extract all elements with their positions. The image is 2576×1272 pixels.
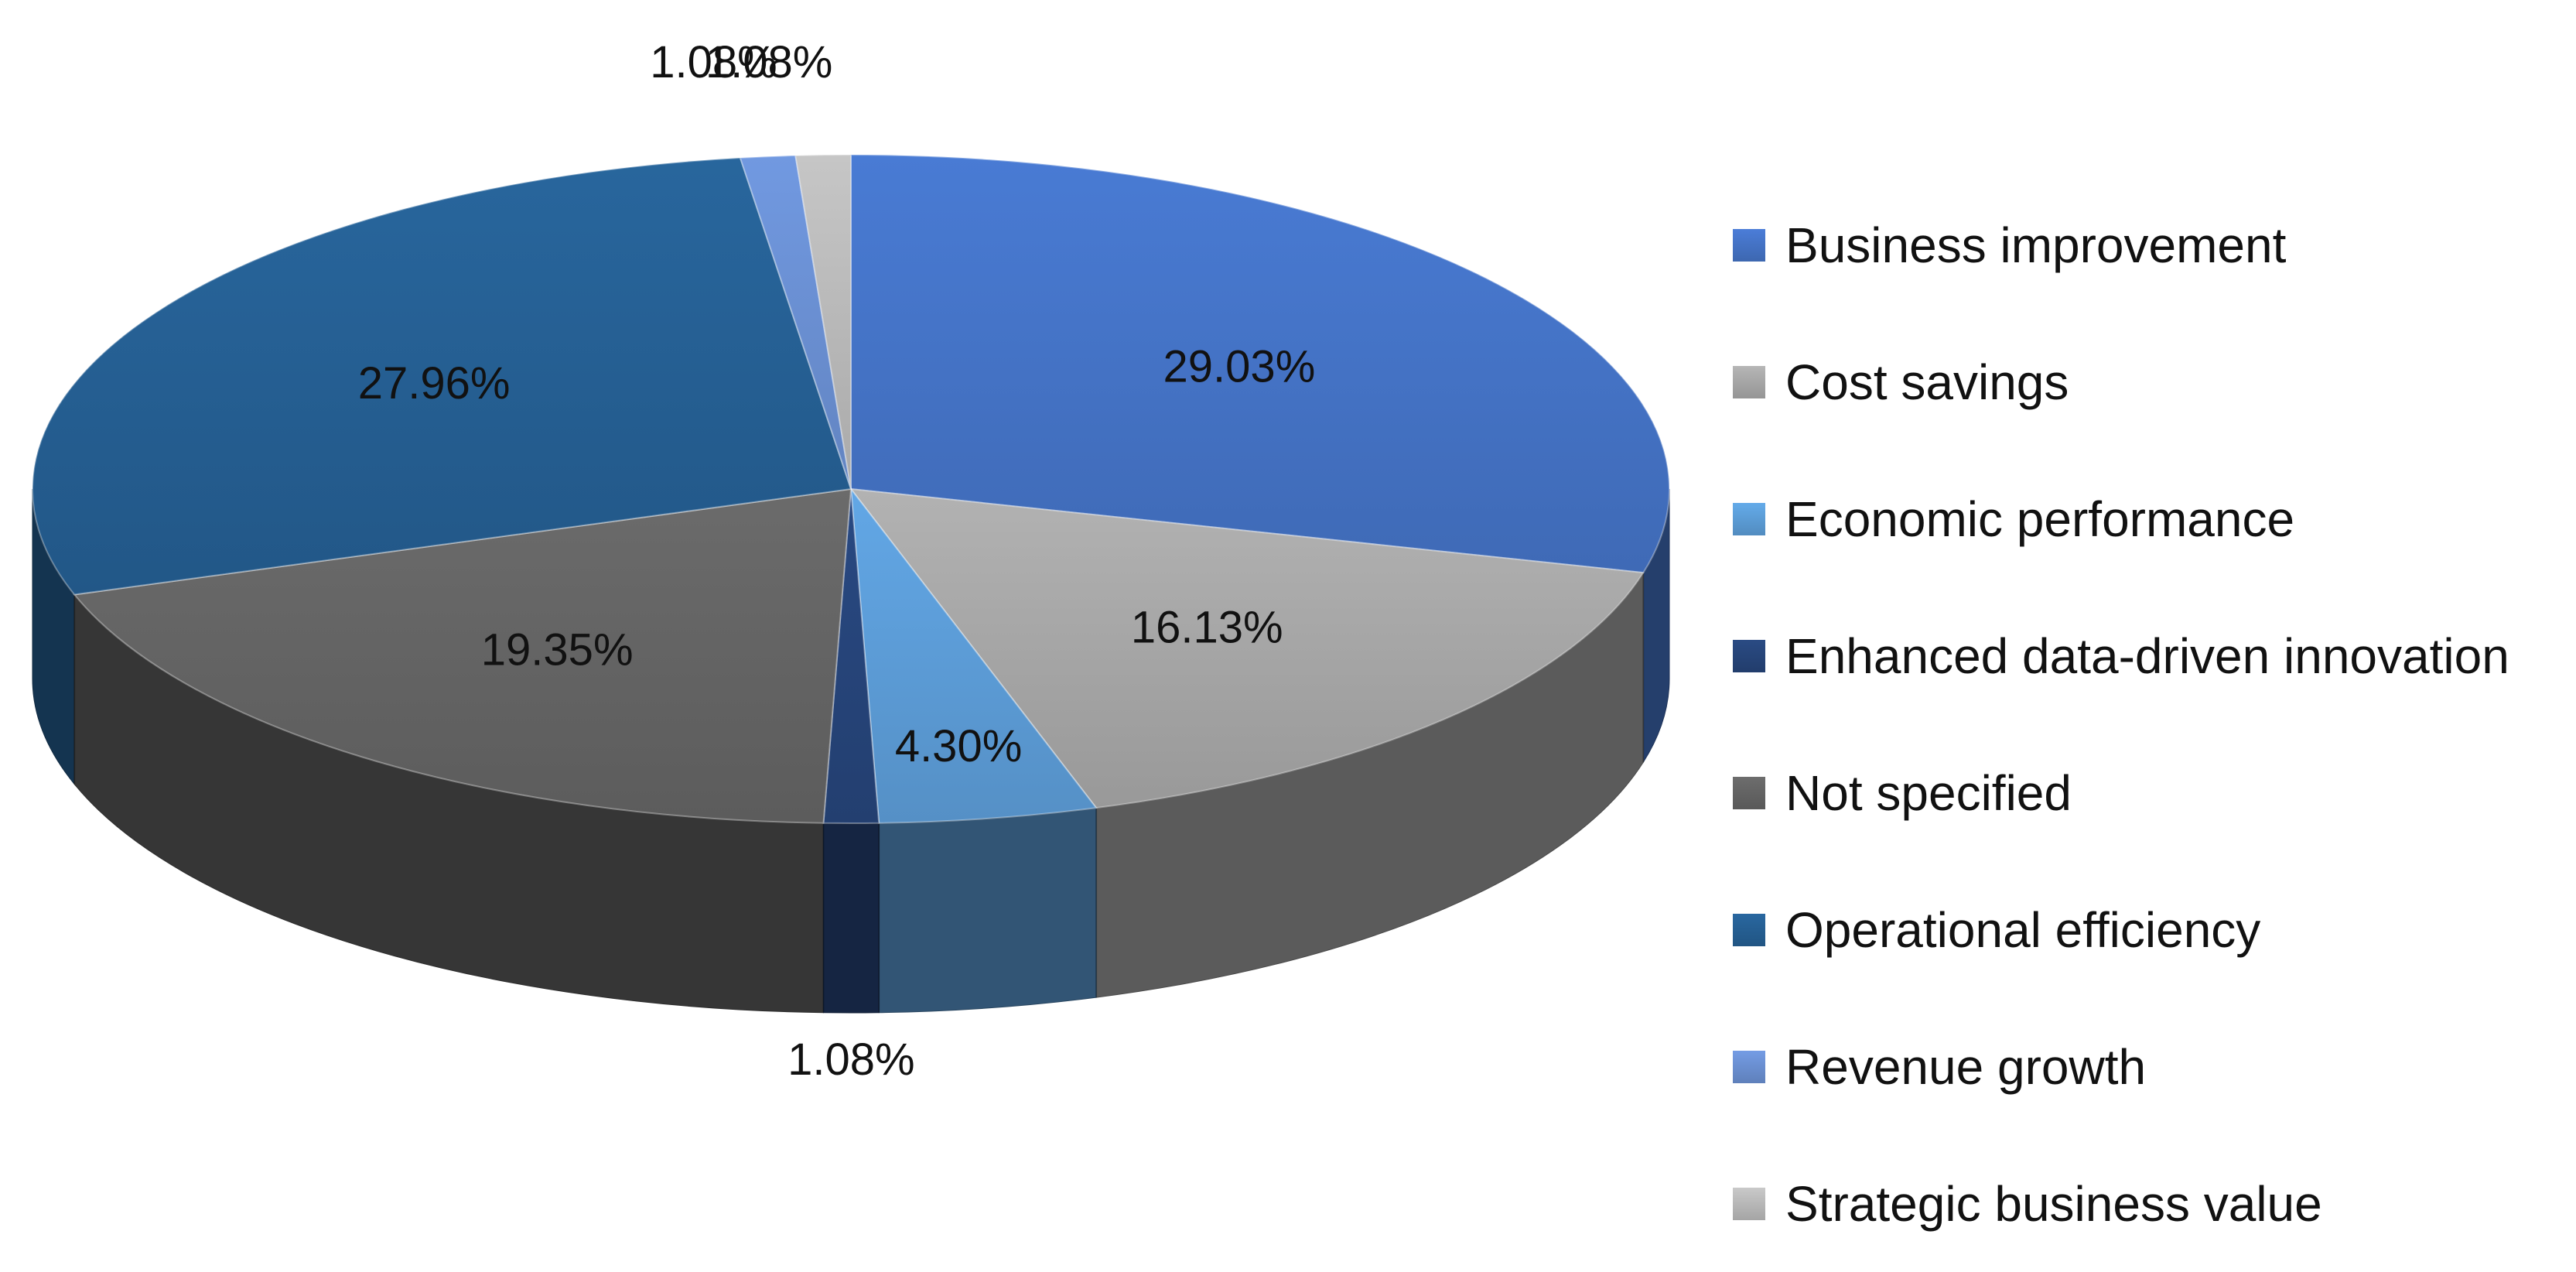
data-label-business-improvement: 29.03% xyxy=(1163,341,1316,392)
legend-swatch xyxy=(1733,1050,1765,1083)
legend-item-not-specified: Not specified xyxy=(1733,724,2509,861)
pie-slice-cost-savings xyxy=(849,487,1645,809)
pie-side-economic-performance xyxy=(878,807,1097,1014)
data-label-cost-savings: 16.13% xyxy=(1131,603,1283,653)
pie-side-enhanced-data-driven-innovation xyxy=(822,822,880,1014)
legend-swatch xyxy=(1733,502,1765,535)
data-label-operational-efficiency: 27.96% xyxy=(358,358,511,409)
legend-swatch xyxy=(1733,1187,1765,1220)
legend-label: Enhanced data-driven innovation xyxy=(1785,627,2509,684)
pie-slice-business-improvement xyxy=(850,153,1670,574)
legend-item-enhanced-data-driven-innovation: Enhanced data-driven innovation xyxy=(1733,587,2509,724)
data-label-economic-performance: 4.30% xyxy=(895,721,1022,771)
chart-legend: Business improvement Cost savings Economic… xyxy=(1733,176,2509,1272)
legend-label: Strategic business value xyxy=(1785,1175,2322,1232)
legend-swatch xyxy=(1733,639,1765,672)
legend-item-economic-performance: Economic performance xyxy=(1733,450,2509,587)
data-label-strategic-business-value: 1.08% xyxy=(705,37,832,87)
legend-label: Economic performance xyxy=(1785,491,2295,547)
pie-slice-operational-efficiency xyxy=(32,156,852,596)
pie-chart-canvas: 29.03%16.13%4.30%1.08%19.35%27.96%1.08%1… xyxy=(32,37,1670,1085)
data-label-enhanced-data-driven-innovation: 1.08% xyxy=(787,1034,914,1085)
legend-label: Not specified xyxy=(1785,764,2072,821)
legend-swatch xyxy=(1733,776,1765,809)
legend-swatch xyxy=(1733,913,1765,946)
legend-item-cost-savings: Cost savings xyxy=(1733,313,2509,450)
data-label-not-specified: 19.35% xyxy=(481,625,634,675)
pie-chart: 29.03% 16.13% 4.30% 1.08% 19.35% 27.96% 1.08% 1… xyxy=(32,37,2509,1232)
pie-slice-revenue-growth xyxy=(739,154,852,490)
pie-side-not-specified xyxy=(73,593,824,1014)
data-label-revenue-growth: 1.08% xyxy=(650,37,777,87)
pie-top-faces xyxy=(32,153,1670,825)
pie-side-walls xyxy=(32,488,1670,1014)
legend-label: Operational efficiency xyxy=(1785,901,2261,958)
legend-swatch xyxy=(1733,228,1765,262)
legend-label: Cost savings xyxy=(1785,354,2069,410)
legend-label: Revenue growth xyxy=(1785,1038,2147,1095)
legend-item-operational-efficiency: Operational efficiency xyxy=(1733,861,2509,998)
pie-slice-strategic-business-value xyxy=(794,153,852,490)
legend-item-strategic-business-value: Strategic business value xyxy=(1733,1135,2509,1272)
legend-item-revenue-growth: Revenue growth xyxy=(1733,998,2509,1135)
pie-slice-enhanced-data-driven-innovation xyxy=(822,488,880,825)
pie-data-labels: 29.03%16.13%4.30%1.08%19.35%27.96%1.08%1… xyxy=(358,37,1316,1085)
pie-slice-economic-performance xyxy=(849,486,1098,824)
pie-slice-not-specified xyxy=(73,487,852,824)
legend-label: Business improvement xyxy=(1785,217,2287,273)
legend-swatch xyxy=(1733,365,1765,398)
legend-item-business-improvement: Business improvement xyxy=(1733,176,2509,313)
